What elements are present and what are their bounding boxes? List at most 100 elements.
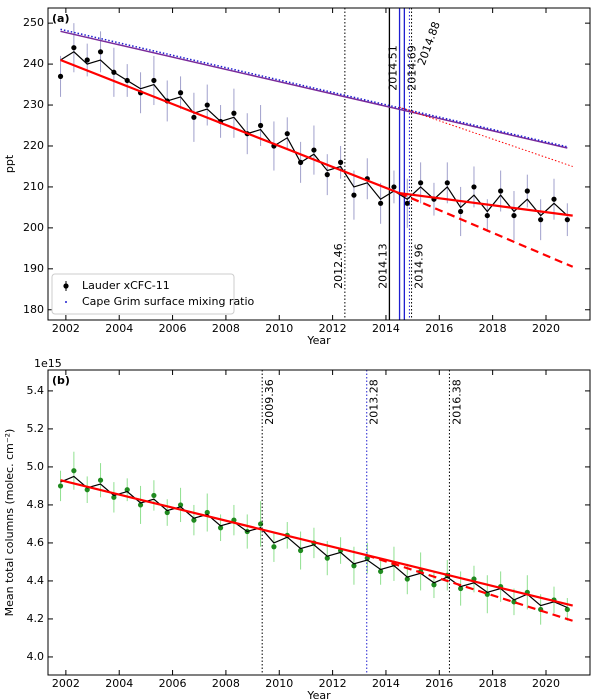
x-axis-label: Year bbox=[306, 689, 331, 700]
data-point bbox=[57, 73, 64, 79]
data-point bbox=[511, 212, 517, 219]
x-tick-label: 2004 bbox=[105, 677, 133, 690]
data-point bbox=[84, 487, 90, 493]
x-tick-label: 2002 bbox=[52, 322, 80, 335]
trend-line bbox=[398, 192, 574, 268]
data-point bbox=[564, 606, 570, 613]
x-tick-label: 2016 bbox=[425, 677, 453, 690]
trend-line bbox=[366, 554, 574, 622]
data-point bbox=[191, 114, 197, 120]
data-point bbox=[111, 494, 117, 500]
y-axis-label: Mean total columns (molec. cm⁻²) bbox=[3, 429, 16, 617]
data-point bbox=[177, 502, 184, 508]
data-point bbox=[311, 147, 317, 153]
panel-label: (b) bbox=[52, 374, 70, 387]
data-point bbox=[84, 57, 90, 63]
data-point bbox=[324, 555, 330, 561]
data-point bbox=[351, 192, 357, 198]
reference-line-label: 2016.38 bbox=[450, 379, 463, 425]
reference-line-label: 2012.46 bbox=[332, 243, 345, 289]
trend-line bbox=[399, 106, 573, 167]
data-point bbox=[217, 525, 224, 531]
legend-swatch bbox=[65, 301, 67, 303]
data-point bbox=[378, 200, 384, 206]
data-point bbox=[351, 563, 357, 569]
x-tick-label: 2018 bbox=[479, 322, 507, 335]
data-point bbox=[498, 188, 504, 194]
data-point bbox=[324, 172, 330, 178]
y-tick-label: 240 bbox=[23, 57, 44, 70]
legend-swatch bbox=[63, 283, 69, 289]
offset-label: 1e15 bbox=[34, 357, 62, 370]
x-tick-label: 2012 bbox=[319, 677, 347, 690]
y-tick-label: 210 bbox=[23, 180, 44, 193]
data-point bbox=[444, 180, 450, 186]
data-point bbox=[57, 483, 64, 489]
reference-line-label: 2009.36 bbox=[263, 379, 276, 425]
reference-line-label: 2014.13 bbox=[376, 243, 389, 289]
plot-frame bbox=[47, 7, 591, 321]
legend-label: Cape Grim surface mixing ratio bbox=[82, 295, 255, 308]
x-tick-label: 2008 bbox=[212, 322, 240, 335]
data-point bbox=[97, 477, 104, 483]
y-tick-label: 180 bbox=[23, 303, 44, 316]
x-tick-label: 2020 bbox=[532, 322, 560, 335]
reference-line-label: 2014.51 bbox=[387, 45, 400, 91]
data-point bbox=[404, 576, 410, 582]
y-tick-label: 4.0 bbox=[27, 650, 45, 663]
data-point bbox=[71, 45, 77, 51]
data-point bbox=[191, 517, 197, 523]
data-point bbox=[538, 217, 544, 223]
y-tick-label: 200 bbox=[23, 221, 44, 234]
reference-line-label: 2014.88 bbox=[415, 20, 443, 67]
data-point bbox=[378, 568, 384, 575]
data-point bbox=[458, 585, 464, 592]
y-tick-label: 230 bbox=[23, 98, 44, 111]
panel: 2002 2004 2006 2008 2010 2012 2014 2016 2018 2020… bbox=[3, 7, 591, 347]
data-point bbox=[284, 131, 290, 137]
y-tick-label: 250 bbox=[23, 16, 44, 29]
panel: 2002 2004 2006 2008 2010 2012 2014 2016 2018 2020… bbox=[3, 357, 591, 700]
x-axis-label: Year bbox=[306, 334, 331, 347]
panel-label: (a) bbox=[52, 12, 69, 25]
data-point bbox=[151, 492, 157, 499]
x-tick-label: 2004 bbox=[105, 322, 133, 335]
trend-line bbox=[60, 51, 568, 217]
data-point bbox=[524, 188, 530, 194]
trend-line bbox=[60, 479, 573, 607]
data-point bbox=[458, 208, 464, 215]
x-tick-label: 2002 bbox=[52, 677, 80, 690]
data-point bbox=[418, 180, 424, 186]
data-point bbox=[124, 487, 130, 493]
x-tick-label: 2006 bbox=[159, 677, 187, 690]
data-point bbox=[551, 196, 557, 202]
data-point bbox=[564, 217, 570, 223]
y-tick-label: 4.6 bbox=[27, 536, 45, 549]
data-point bbox=[404, 200, 410, 206]
data-point bbox=[257, 122, 264, 129]
data-point bbox=[164, 509, 170, 516]
y-tick-label: 5.0 bbox=[27, 460, 45, 473]
data-point bbox=[204, 509, 210, 516]
data-point bbox=[177, 90, 184, 96]
y-tick-label: 4.8 bbox=[27, 498, 45, 511]
y-tick-label: 190 bbox=[23, 262, 44, 275]
data-point bbox=[204, 102, 210, 108]
data-point bbox=[231, 110, 237, 116]
trend-line bbox=[60, 58, 573, 217]
data-point bbox=[71, 468, 77, 474]
y-axis-label: ppt bbox=[3, 154, 16, 173]
data-point bbox=[471, 184, 477, 190]
data-point bbox=[484, 212, 490, 219]
y-tick-label: 4.2 bbox=[27, 612, 45, 625]
x-tick-label: 2008 bbox=[212, 677, 240, 690]
trend-line bbox=[60, 30, 568, 149]
data-point bbox=[297, 547, 304, 554]
plot-frame bbox=[47, 369, 591, 676]
y-tick-label: 220 bbox=[23, 139, 44, 152]
reference-line-label: 2013.28 bbox=[368, 379, 381, 425]
data-point bbox=[271, 544, 277, 550]
x-tick-label: 2016 bbox=[425, 322, 453, 335]
data-point bbox=[391, 184, 397, 190]
